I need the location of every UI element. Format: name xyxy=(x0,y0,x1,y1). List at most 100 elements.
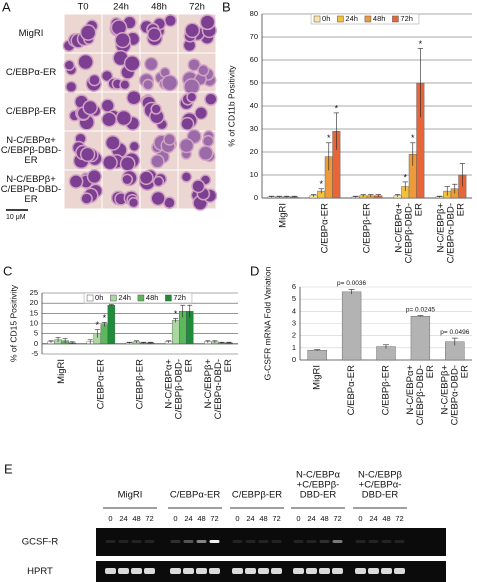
band xyxy=(245,540,256,543)
band xyxy=(293,568,304,574)
y-tick-label: 20 xyxy=(250,147,258,156)
cell-nucleus xyxy=(195,107,207,119)
band xyxy=(332,540,343,543)
row-label: HPRT xyxy=(27,566,53,577)
cell-nucleus xyxy=(122,175,132,184)
bar xyxy=(171,320,180,345)
cell-nucleus xyxy=(66,82,76,92)
row-label: MigRI xyxy=(19,28,44,39)
cell-nucleus xyxy=(151,104,161,114)
cell-nucleus xyxy=(187,93,196,102)
legend-label: 72h xyxy=(173,293,186,302)
band xyxy=(196,540,207,543)
x-tick-label: ER xyxy=(425,365,436,378)
band xyxy=(144,568,155,574)
band xyxy=(131,568,142,574)
x-tick-label: MigRI xyxy=(278,203,289,228)
lane-label: 24 xyxy=(184,514,192,523)
cell-nucleus xyxy=(115,33,130,47)
panel-label: D xyxy=(250,263,259,278)
annotation: * xyxy=(335,103,339,113)
band xyxy=(332,568,343,574)
cell-nucleus xyxy=(81,148,94,161)
cell-nucleus xyxy=(184,39,195,51)
y-tick-label: 40 xyxy=(250,101,258,110)
annotation: * xyxy=(174,309,178,319)
legend-swatch xyxy=(165,294,172,302)
cell-nucleus xyxy=(192,180,204,192)
annotation: p= 0.0496 xyxy=(440,329,469,336)
cell-nucleus xyxy=(120,80,129,89)
lane-label: 24 xyxy=(307,514,315,523)
group-label: +C/EBPβ- xyxy=(297,480,340,491)
band xyxy=(319,540,330,543)
band xyxy=(170,540,181,543)
cell-nucleus xyxy=(198,65,208,75)
cell-nucleus xyxy=(70,175,82,188)
cell-nucleus xyxy=(83,101,97,114)
y-axis-label: % of CD11b Positivity xyxy=(226,65,236,147)
group-label: N-C/EBPβ xyxy=(358,470,403,481)
cell-nucleus xyxy=(188,59,200,71)
legend-swatch xyxy=(392,15,399,23)
annotation: * xyxy=(419,39,423,49)
band xyxy=(368,540,379,543)
y-tick-label: 0 xyxy=(254,193,258,202)
band xyxy=(232,568,243,574)
panel-label: B xyxy=(222,0,231,14)
x-tick-label: ER xyxy=(184,359,195,372)
lane-label: 0 xyxy=(296,514,300,523)
x-tick-label: C/EBPβ-DBD- xyxy=(415,365,426,425)
group-label: N-C/EBPα xyxy=(296,470,341,481)
band xyxy=(209,540,220,543)
legend-label: 72h xyxy=(400,14,413,23)
cell-nucleus xyxy=(129,198,138,207)
row-label: C/EBPα-ER xyxy=(6,67,57,78)
lane-label: 48 xyxy=(197,514,205,523)
x-tick-label: C/EBPα-DBD- xyxy=(449,365,460,425)
band xyxy=(381,540,392,543)
cell-nucleus xyxy=(102,112,116,126)
x-tick-label: ER xyxy=(223,359,234,372)
lane-label: 72 xyxy=(210,514,218,523)
y-tick-label: 60 xyxy=(250,55,258,64)
row-label: N-C/EBPα+ xyxy=(6,135,56,146)
x-tick-label: ER xyxy=(456,203,467,216)
annotation: * xyxy=(96,320,100,330)
bar xyxy=(341,291,362,361)
panel-label: C xyxy=(3,263,12,278)
cell-nucleus xyxy=(143,80,153,90)
band xyxy=(232,540,243,543)
bar xyxy=(410,316,431,361)
cell-nucleus xyxy=(199,146,212,160)
band xyxy=(319,568,330,574)
cell-nucleus xyxy=(182,172,191,182)
band xyxy=(196,568,207,574)
legend-swatch xyxy=(137,294,145,302)
cell-nucleus xyxy=(125,56,140,71)
group-label: C/EBPβ-ER xyxy=(232,490,282,501)
x-tick-label: C/EBPα-DBD- xyxy=(213,359,224,419)
band xyxy=(368,568,379,574)
cell-nucleus xyxy=(185,23,199,37)
x-tick-label: N-C/EBPβ+ xyxy=(439,365,450,415)
lane-label: 48 xyxy=(382,514,390,523)
y-tick-label: 25 xyxy=(30,288,38,297)
legend-label: 24h xyxy=(345,14,358,23)
cell-nucleus xyxy=(117,111,131,125)
y-tick-label: 30 xyxy=(250,124,258,133)
row-label: ER xyxy=(24,194,37,205)
y-tick-label: -5 xyxy=(31,349,38,358)
band xyxy=(105,568,116,574)
band xyxy=(245,568,256,574)
cell-nucleus xyxy=(145,58,157,70)
annotation: p= 0.0036 xyxy=(337,280,366,287)
cell-nucleus xyxy=(164,197,175,208)
row-label: N-C/EBPβ+ xyxy=(6,174,56,185)
band xyxy=(306,568,317,574)
y-tick-label: 0 xyxy=(292,355,296,364)
annotation: * xyxy=(403,172,407,182)
annotation: * xyxy=(319,179,323,189)
x-tick-label: ER xyxy=(414,203,425,216)
